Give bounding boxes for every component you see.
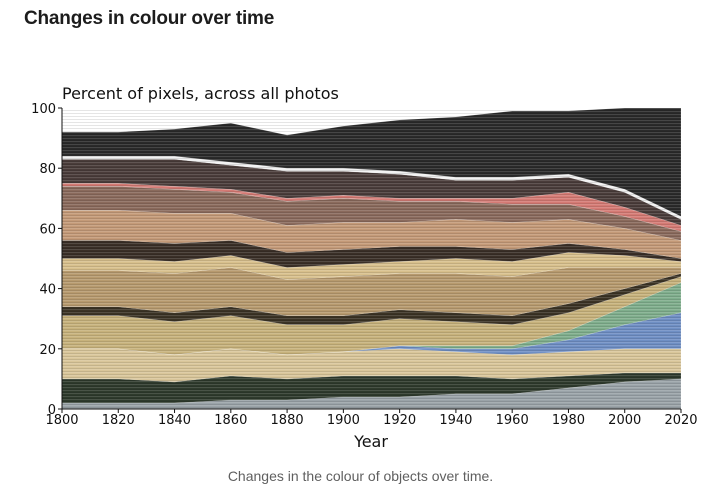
x-tick-label: 1800 (45, 413, 78, 428)
x-tick-label: 1860 (214, 413, 247, 428)
y-tick-label: 60 (39, 222, 56, 237)
x-tick-label: 1900 (327, 413, 360, 428)
y-tick-label: 40 (39, 283, 56, 298)
page-heading: Changes in colour over time (24, 8, 275, 29)
x-tick-label: 1980 (552, 413, 585, 428)
x-axis-label: Year (353, 432, 388, 451)
y-tick-label: 20 (39, 343, 56, 358)
x-tick-label: 2020 (664, 413, 697, 428)
y-tick-label: 100 (31, 102, 56, 117)
figure-caption: Changes in the colour of objects over ti… (227, 468, 494, 484)
x-tick-label: 1940 (439, 413, 472, 428)
stacked-area-chart: Percent of pixels, across all photos 180… (31, 84, 697, 451)
x-tick-label: 1840 (158, 413, 191, 428)
y-tick-label: 80 (39, 162, 56, 177)
x-tick-label: 1920 (383, 413, 416, 428)
x-tick-label: 1820 (102, 413, 135, 428)
y-tick-label: 0 (48, 403, 56, 418)
axes: 1800 1820 1840 1860 1880 1900 1920 1940 1960 1980… (31, 102, 697, 428)
x-tick-label: 1960 (496, 413, 529, 428)
chart-title: Percent of pixels, across all photos (62, 84, 339, 103)
x-tick-label: 1880 (271, 413, 304, 428)
x-tick-label: 2000 (608, 413, 641, 428)
area-series-group (62, 108, 681, 409)
